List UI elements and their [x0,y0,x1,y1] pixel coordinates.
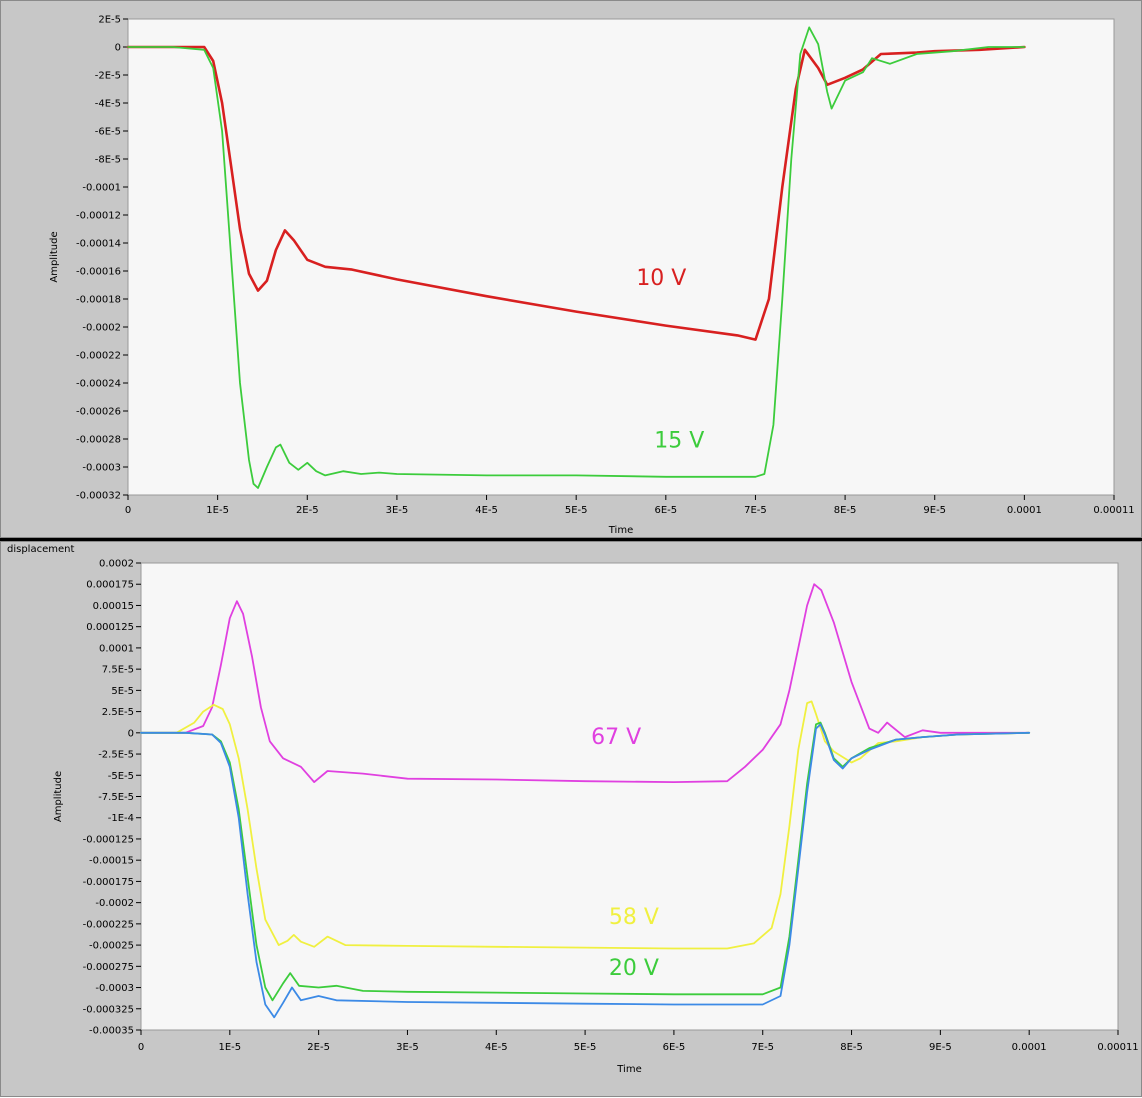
x-tick-label: 0.00011 [1093,505,1134,516]
x-tick-label: 5E-5 [574,1042,597,1053]
y-tick-label: -0.000175 [83,877,134,888]
y-tick-label: 0.0001 [99,643,134,654]
x-tick-label: 0.00011 [1097,1042,1138,1053]
series-line-67v [140,583,1031,783]
series-label: 10 V [636,266,686,291]
x-tick-label: 4E-5 [485,1042,508,1053]
plot-area [127,18,1115,496]
y-tick-label: 0.000175 [86,580,134,591]
series-label: 58 V [609,905,659,930]
y-tick-label: -0.0002 [82,323,121,334]
x-tick-label: 2E-5 [307,1042,330,1053]
y-tick-label: -0.00014 [76,239,121,250]
y-tick-label: 0.0002 [99,559,134,570]
x-tick-label: 0 [125,505,131,516]
y-tick-label: -0.000225 [83,919,134,930]
x-tick-label: 7E-5 [744,505,767,516]
x-tick-label: 4E-5 [475,505,498,516]
chart-title: displacement [7,544,75,555]
series-label: 67 V [591,725,641,750]
series-line-unlabeled [140,723,1031,1019]
y-tick-label: -0.00015 [89,856,134,867]
series-line-20v [140,721,1031,1002]
series-line-58v [140,700,1031,950]
y-tick-label: 2E-5 [98,15,121,26]
y-axis-label: Amplitude [53,771,64,822]
x-tick-label: 1E-5 [218,1042,241,1053]
y-tick-label: -0.00035 [89,1026,134,1037]
x-axis-label: Time [608,525,633,536]
y-tick-label: -0.0003 [95,983,134,994]
y-tick-label: -0.00028 [76,435,121,446]
y-tick-label: -6E-5 [95,127,121,138]
y-tick-label: -0.00024 [76,379,121,390]
y-tick-label: -0.00025 [89,941,134,952]
y-tick-label: 0.000125 [86,622,134,633]
bottom-chart-panel: displacement 0 1E-5 2E-5 3E-5 4E-5 5E-5 6E-5 7E… [0,541,1142,1097]
y-tick-label: -0.000325 [83,1004,134,1015]
y-tick-label: -0.00026 [76,407,121,418]
y-tick-label: -0.00018 [76,295,121,306]
x-tick-label: 1E-5 [206,505,229,516]
y-tick-label: -2.5E-5 [98,750,134,761]
x-tick-label: 3E-5 [396,1042,419,1053]
y-tick-label: -7.5E-5 [98,792,134,803]
series-label: 20 V [609,956,659,981]
y-tick-label: -0.00022 [76,351,121,362]
x-tick-label: 2E-5 [296,505,319,516]
series-line-10v [126,45,1026,341]
x-tick-label: 0.0001 [1007,505,1042,516]
y-axis-label: Amplitude [49,231,60,282]
y-tick-label: -0.00012 [76,211,121,222]
y-tick-label: 2.5E-5 [102,707,134,718]
y-tick-label: 0 [128,728,134,739]
y-tick-label: -5E-5 [108,771,134,782]
x-axis-label: Time [616,1064,641,1075]
y-tick-label: 0 [115,43,121,54]
y-tick-label: -4E-5 [95,99,121,110]
y-tick-label: -2E-5 [95,71,121,82]
x-tick-label: 0.0001 [1012,1042,1047,1053]
x-tick-label: 8E-5 [834,505,857,516]
y-tick-label: -0.00016 [76,267,121,278]
x-tick-label: 0 [138,1042,144,1053]
y-tick-label: -0.00032 [76,491,121,502]
x-tick-label: 3E-5 [386,505,409,516]
series-label: 15 V [654,428,704,453]
x-tick-label: 7E-5 [751,1042,774,1053]
y-tick-label: -0.0002 [95,898,134,909]
y-tick-label: 7.5E-5 [102,665,134,676]
y-tick-label: -0.0003 [82,463,121,474]
y-tick-label: -0.000275 [83,962,134,973]
x-tick-label: 9E-5 [923,505,946,516]
plot-area [140,562,1119,1031]
y-tick-label: -0.000125 [83,834,134,845]
x-tick-label: 6E-5 [663,1042,686,1053]
y-tick-label: 5E-5 [111,686,134,697]
x-tick-label: 8E-5 [840,1042,863,1053]
top-chart-panel: 0 1E-5 2E-5 3E-5 4E-5 5E-5 6E-5 7E-5 8E-5 9E-5 0.0… [0,0,1142,538]
y-tick-label: 0.00015 [93,601,134,612]
y-tick-label: -8E-5 [95,155,121,166]
y-tick-label: -1E-4 [108,813,134,824]
y-tick-label: -0.0001 [82,183,121,194]
x-tick-label: 9E-5 [929,1042,952,1053]
x-tick-label: 5E-5 [565,505,588,516]
top-line-chart: 0 1E-5 2E-5 3E-5 4E-5 5E-5 6E-5 7E-5 8E-5 9E-5 0.0… [49,15,1135,537]
x-tick-label: 6E-5 [654,505,677,516]
panel-divider [0,538,1142,541]
series-line-15v [127,26,1026,489]
bottom-line-chart: 0 1E-5 2E-5 3E-5 4E-5 5E-5 6E-5 7E-5 8E-5 9E-5 0.0… [53,559,1139,1076]
